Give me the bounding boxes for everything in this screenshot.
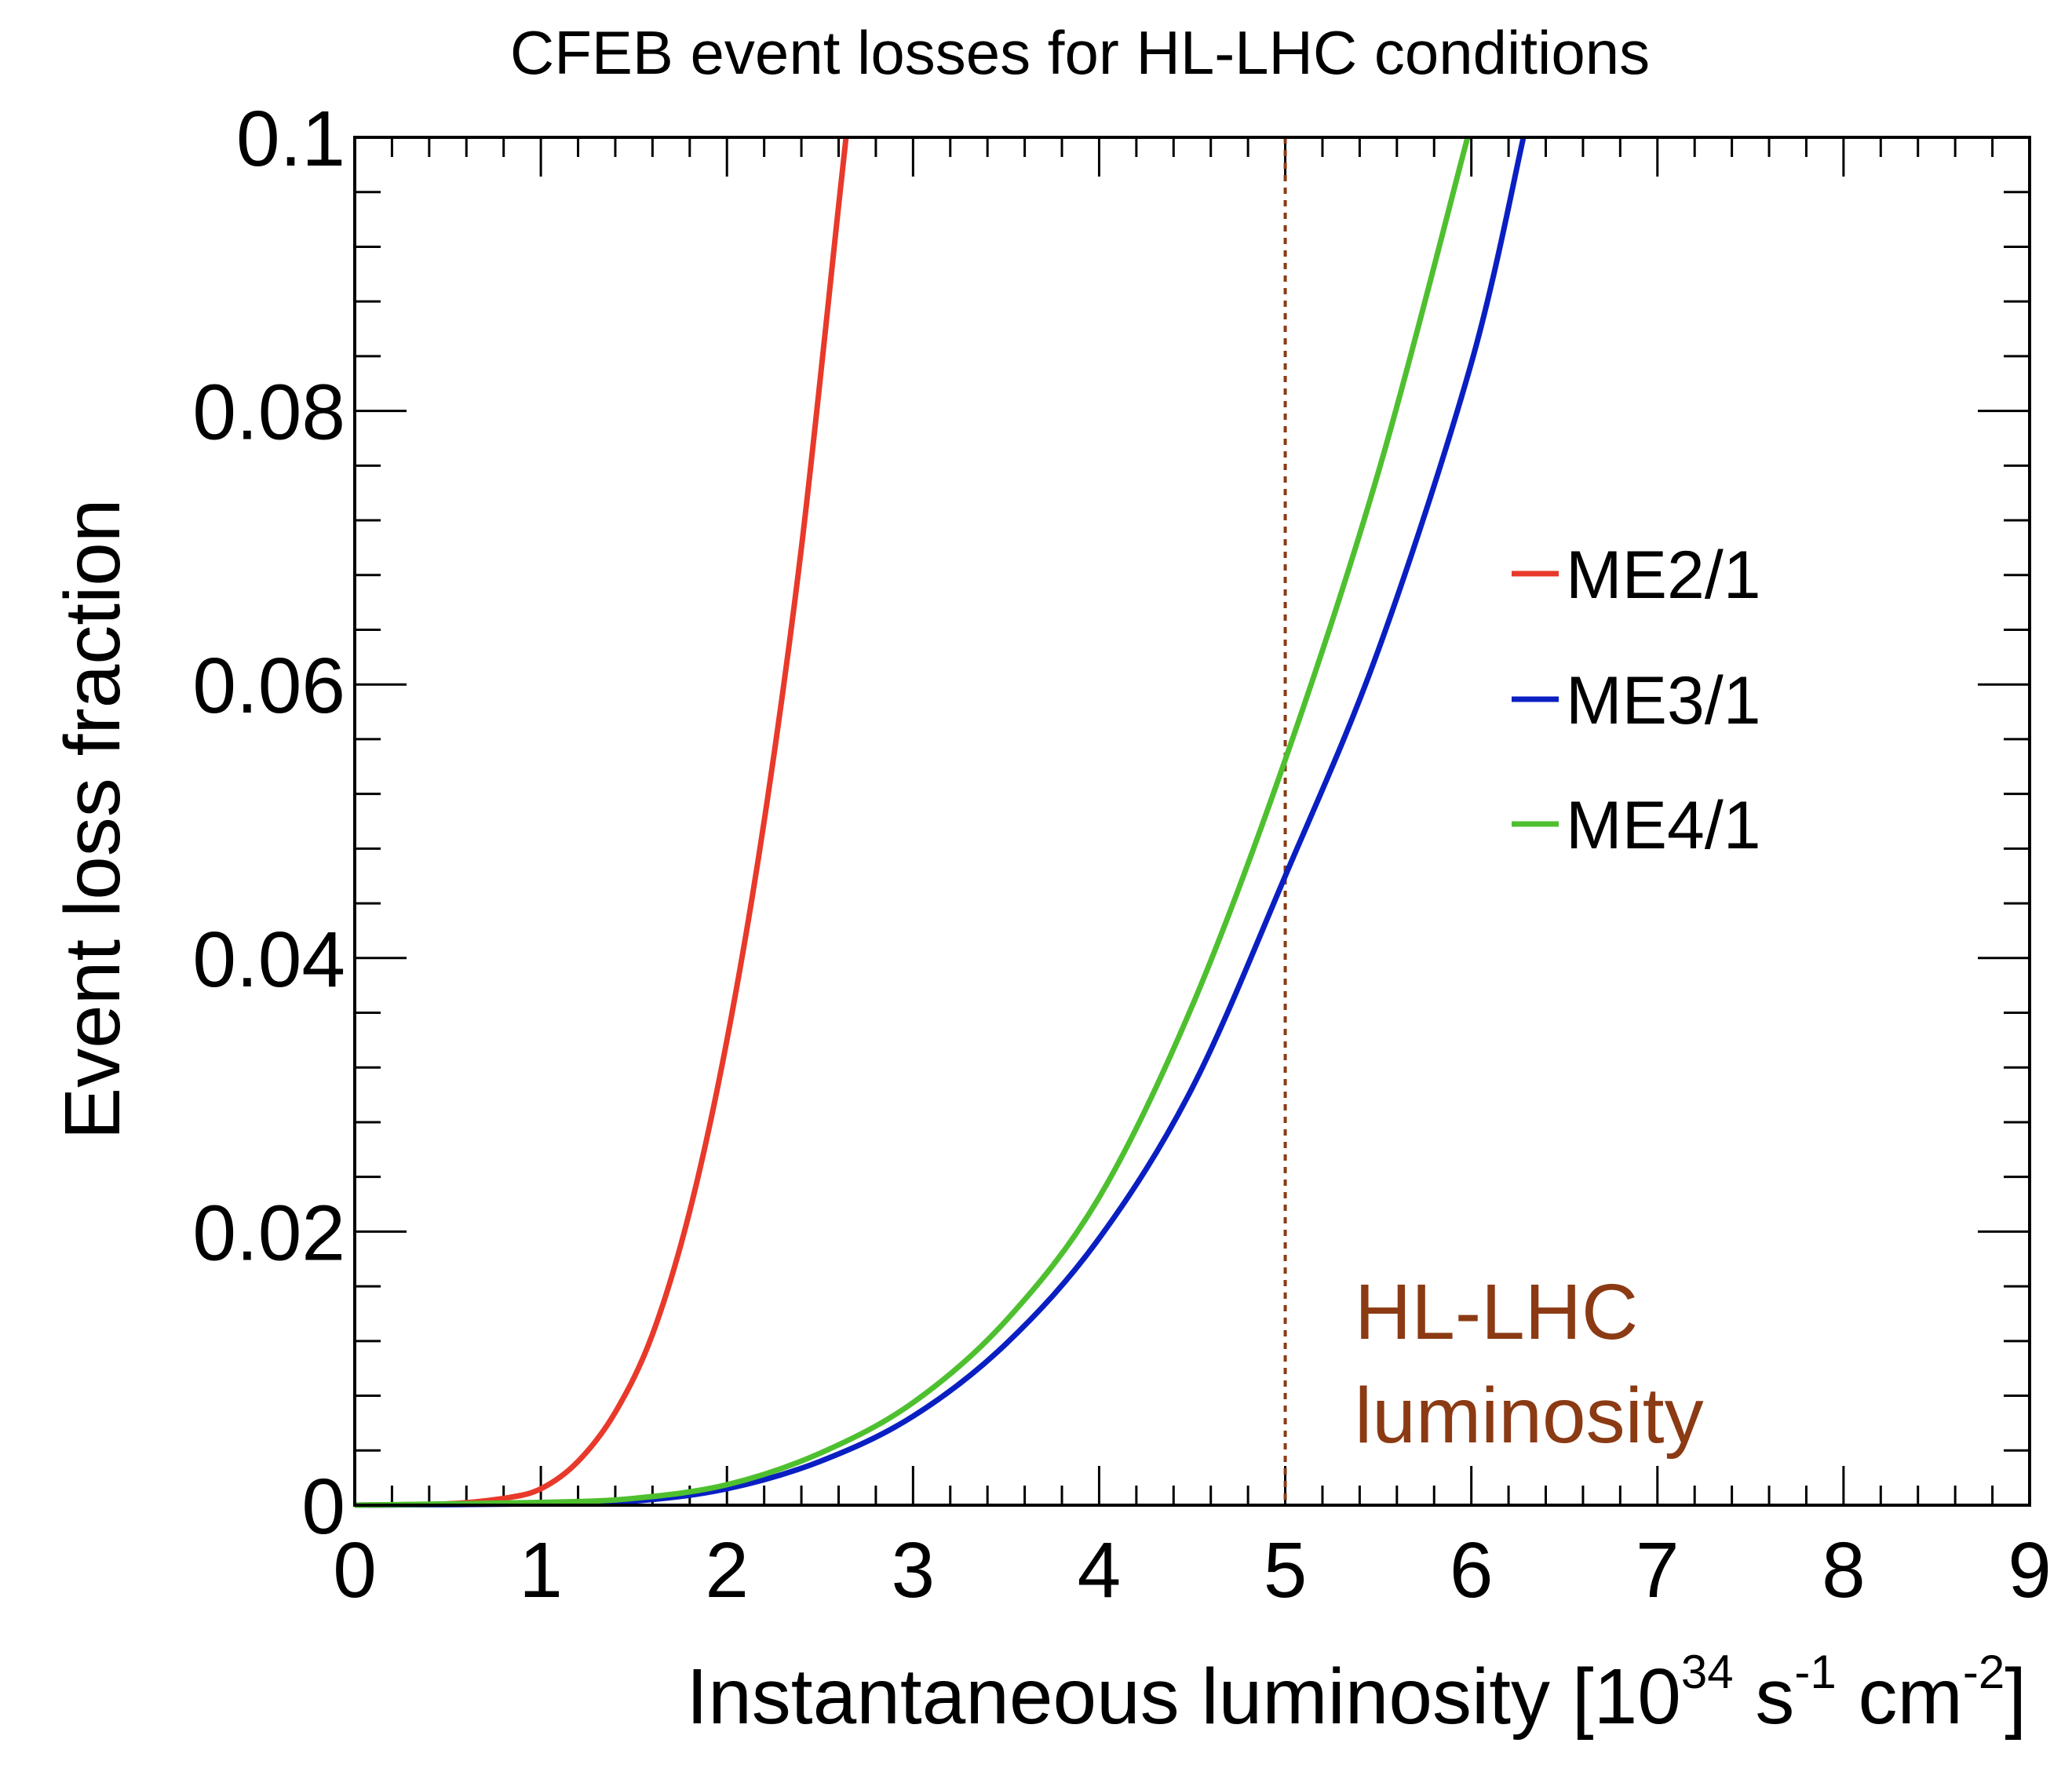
y-tick-label: 0	[301, 1463, 345, 1551]
y-tick-label: 0.1	[236, 95, 345, 183]
x-axis-title-exp: 34	[1681, 1646, 1734, 1698]
series-line-me3-1	[354, 137, 1527, 1508]
annotation-line-2: luminosity	[1355, 1372, 1704, 1460]
y-axis-ticks	[355, 136, 2030, 1507]
x-tick-label: 1	[519, 1526, 563, 1614]
series-group	[354, 137, 1527, 1508]
plot-frame	[353, 136, 2031, 1507]
annotation-line-1: HL-LHC	[1355, 1268, 1638, 1356]
series-line-me2-1	[354, 137, 849, 1508]
x-axis-title-cm: cm	[1837, 1653, 1963, 1741]
x-axis-title-base: Instantaneous luminosity [10	[686, 1653, 1680, 1741]
x-axis-tick-labels: 0 1 2 3 4 5 6 7 8 9	[333, 1526, 2052, 1614]
y-tick-label: 0.02	[192, 1189, 345, 1277]
series-line-me4-1	[354, 137, 1471, 1508]
y-axis-tick-labels: 0 0.02 0.04 0.06 0.08 0.1	[192, 95, 345, 1551]
legend: ME2/1 ME3/1 ME4/1	[1512, 538, 1761, 863]
x-axis-title-cm-exp: -2	[1963, 1646, 2005, 1698]
y-tick-label: 0.06	[192, 642, 345, 730]
x-tick-label: 3	[892, 1526, 936, 1614]
x-tick-label: 9	[2008, 1526, 2052, 1614]
x-axis-title-s-exp: -1	[1794, 1646, 1836, 1698]
y-tick-label: 0.08	[192, 369, 345, 457]
x-axis-title-s: s	[1734, 1653, 1795, 1741]
x-tick-label: 7	[1636, 1526, 1680, 1614]
x-tick-label: 5	[1264, 1526, 1308, 1614]
legend-label-me4-1: ME4/1	[1566, 788, 1761, 863]
x-tick-label: 2	[705, 1526, 749, 1614]
x-tick-label: 0	[333, 1526, 377, 1614]
x-tick-label: 6	[1450, 1526, 1494, 1614]
chart-title: CFEB event losses for HL-LHC conditions	[510, 18, 1650, 87]
x-axis-title-end: ]	[2005, 1653, 2026, 1741]
x-axis-ticks	[353, 137, 2031, 1505]
y-tick-label: 0.04	[192, 916, 345, 1004]
legend-label-me3-1: ME3/1	[1566, 663, 1761, 738]
x-tick-label: 4	[1078, 1526, 1122, 1614]
legend-label-me2-1: ME2/1	[1566, 538, 1761, 613]
y-axis-title: Event loss fraction	[49, 498, 137, 1139]
x-tick-label: 8	[1822, 1526, 1866, 1614]
x-axis-title: Instantaneous luminosity [1034 s-1 cm-2]	[686, 1646, 2026, 1741]
